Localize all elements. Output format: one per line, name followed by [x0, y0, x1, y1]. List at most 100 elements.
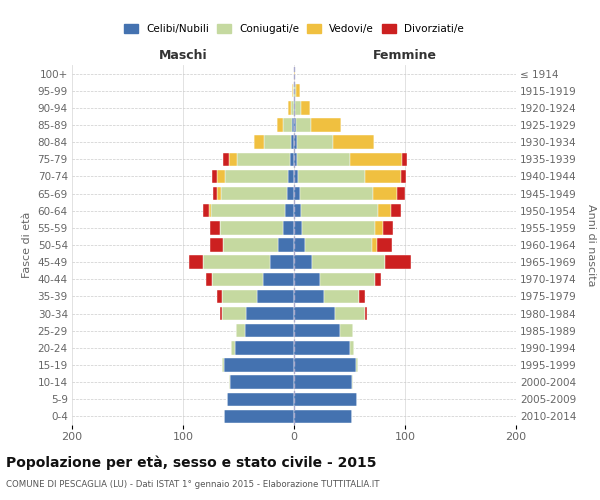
Bar — [305, 238, 372, 252]
Bar — [385, 256, 410, 269]
Bar — [294, 84, 296, 98]
Bar — [245, 324, 294, 338]
Bar — [217, 187, 221, 200]
Bar — [222, 290, 257, 303]
Bar — [294, 256, 312, 269]
Bar — [375, 272, 380, 286]
Bar — [299, 187, 373, 200]
Bar — [289, 101, 290, 114]
Bar — [229, 152, 238, 166]
Bar — [294, 204, 301, 218]
Bar — [333, 136, 374, 149]
Bar — [188, 256, 203, 269]
Bar — [294, 118, 296, 132]
Bar — [320, 272, 375, 286]
Bar — [301, 101, 310, 114]
Bar — [287, 187, 294, 200]
Bar — [294, 272, 320, 286]
Bar — [375, 221, 383, 234]
Bar — [294, 392, 357, 406]
Bar — [246, 307, 294, 320]
Text: Popolazione per età, sesso e stato civile - 2015: Popolazione per età, sesso e stato civil… — [6, 455, 377, 469]
Text: COMUNE DI PESCAGLIA (LU) - Dati ISTAT 1° gennaio 2015 - Elaborazione TUTTITALIA.: COMUNE DI PESCAGLIA (LU) - Dati ISTAT 1°… — [6, 480, 380, 489]
Bar — [283, 221, 294, 234]
Bar — [293, 84, 294, 98]
Bar — [264, 136, 290, 149]
Bar — [294, 101, 295, 114]
Bar — [383, 221, 393, 234]
Bar — [340, 324, 353, 338]
Bar — [294, 324, 340, 338]
Bar — [349, 341, 354, 354]
Text: Maschi: Maschi — [158, 50, 208, 62]
Legend: Celibi/Nubili, Coniugati/e, Vedovi/e, Divorziati/e: Celibi/Nubili, Coniugati/e, Vedovi/e, Di… — [120, 20, 468, 38]
Bar — [349, 152, 401, 166]
Bar — [224, 358, 294, 372]
Bar — [294, 307, 335, 320]
Bar — [294, 290, 324, 303]
Bar — [236, 324, 245, 338]
Bar — [294, 410, 352, 423]
Bar — [302, 221, 375, 234]
Bar — [285, 204, 294, 218]
Bar — [283, 118, 292, 132]
Bar — [277, 118, 283, 132]
Bar — [220, 307, 222, 320]
Bar — [294, 136, 298, 149]
Bar — [294, 67, 295, 80]
Bar — [238, 152, 290, 166]
Bar — [230, 376, 294, 389]
Bar — [227, 392, 294, 406]
Bar — [224, 410, 294, 423]
Bar — [213, 187, 217, 200]
Bar — [229, 376, 230, 389]
Bar — [294, 187, 299, 200]
Bar — [359, 290, 365, 303]
Bar — [223, 238, 278, 252]
Text: Femmine: Femmine — [373, 50, 437, 62]
Bar — [203, 256, 269, 269]
Bar — [335, 307, 365, 320]
Bar — [312, 256, 385, 269]
Bar — [225, 170, 289, 183]
Bar — [209, 238, 223, 252]
Bar — [222, 358, 224, 372]
Bar — [290, 101, 294, 114]
Bar — [401, 152, 407, 166]
Bar — [295, 101, 301, 114]
Y-axis label: Anni di nascita: Anni di nascita — [586, 204, 596, 286]
Bar — [298, 152, 349, 166]
Bar — [221, 187, 287, 200]
Bar — [372, 238, 377, 252]
Bar — [294, 221, 302, 234]
Bar — [401, 170, 406, 183]
Bar — [373, 187, 397, 200]
Bar — [352, 376, 353, 389]
Bar — [296, 118, 311, 132]
Bar — [254, 136, 264, 149]
Bar — [223, 152, 229, 166]
Bar — [290, 136, 294, 149]
Bar — [365, 170, 401, 183]
Bar — [298, 136, 333, 149]
Bar — [294, 376, 352, 389]
Bar — [294, 152, 298, 166]
Bar — [203, 204, 209, 218]
Bar — [222, 307, 246, 320]
Bar — [365, 307, 367, 320]
Bar — [294, 238, 305, 252]
Bar — [311, 118, 341, 132]
Bar — [296, 84, 299, 98]
Bar — [397, 187, 405, 200]
Bar — [294, 170, 298, 183]
Bar — [391, 204, 401, 218]
Bar — [324, 290, 359, 303]
Bar — [212, 170, 217, 183]
Bar — [209, 204, 211, 218]
Bar — [235, 341, 294, 354]
Bar — [231, 341, 235, 354]
Bar — [289, 170, 294, 183]
Bar — [292, 84, 293, 98]
Bar — [301, 204, 379, 218]
Bar — [356, 358, 358, 372]
